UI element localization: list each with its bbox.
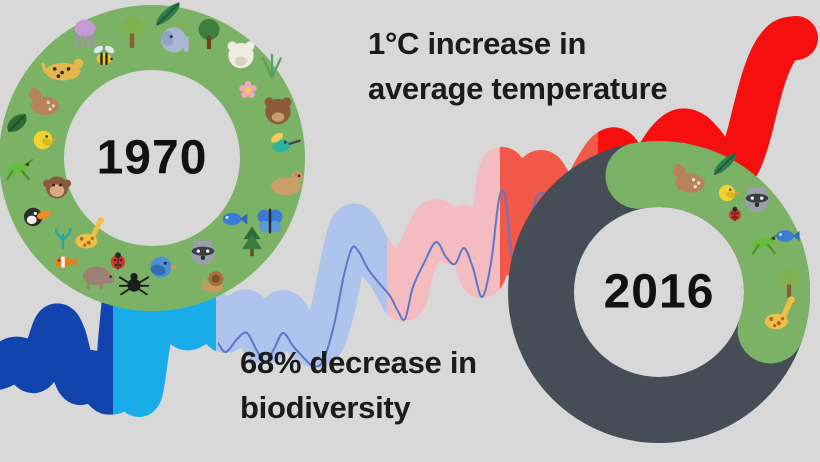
elephant-icon (161, 27, 189, 53)
tree-icon (120, 16, 144, 48)
deer-icon (29, 86, 60, 115)
ribbon-segment-periwinkle (216, 203, 387, 368)
ribbon-edge-line (218, 169, 612, 368)
bee-icon (93, 45, 115, 65)
monkey-icon (42, 176, 72, 199)
year-label-2016: 2016 (603, 265, 715, 319)
fern-icon (156, 2, 180, 26)
leaf-icon (7, 114, 27, 132)
grass-icon (262, 53, 282, 79)
canary-icon (718, 184, 740, 202)
snail-icon (202, 271, 224, 292)
raccoon-icon (190, 238, 216, 265)
deer-icon (673, 163, 705, 193)
temperature-caption: 1°C increase in average temperature (368, 22, 668, 112)
ladybug-icon (729, 206, 741, 222)
raccoon-icon (744, 185, 770, 212)
bear-icon (264, 97, 292, 125)
cougar-icon (271, 171, 303, 196)
spider-icon (118, 272, 150, 296)
flower-icon (239, 81, 257, 98)
pine-trees-icon (242, 226, 262, 257)
giraffe-icon (75, 217, 104, 249)
tree-icon (778, 268, 800, 298)
jellyfish-icon (74, 19, 96, 48)
year-label-1970: 1970 (96, 131, 208, 185)
coral-icon (54, 228, 72, 250)
grasshopper-icon (752, 233, 780, 255)
polar-bear-icon (227, 41, 255, 69)
biodiversity-caption-line1: 68% decrease in (240, 345, 477, 380)
clownfish-icon (55, 256, 77, 268)
grasshopper-icon (6, 159, 34, 181)
canary-icon (33, 130, 58, 150)
cheetah-icon (41, 58, 84, 81)
temperature-caption-line1: 1°C increase in (368, 26, 587, 61)
fern-icon (714, 153, 736, 175)
ribbon-segment-bright-blue (113, 261, 216, 417)
bluebird-icon (150, 256, 178, 278)
giraffe-icon (764, 296, 795, 330)
temperature-caption-line2: average temperature (368, 70, 668, 106)
butterfly-icon (257, 208, 283, 234)
biodiversity-caption: 68% decrease in biodiversity (240, 341, 477, 431)
ladybug-icon (111, 252, 125, 270)
donut-2016-green-arc (605, 141, 810, 364)
hippo-icon (82, 266, 115, 290)
donut-1970-ring (0, 5, 305, 311)
hummingbird-icon (271, 132, 301, 153)
biodiversity-caption-line2: biodiversity (240, 389, 411, 425)
toucan-icon (23, 207, 51, 227)
dark-tree-icon (198, 19, 220, 49)
fish-icon (222, 212, 248, 226)
fish-icon (776, 230, 800, 242)
